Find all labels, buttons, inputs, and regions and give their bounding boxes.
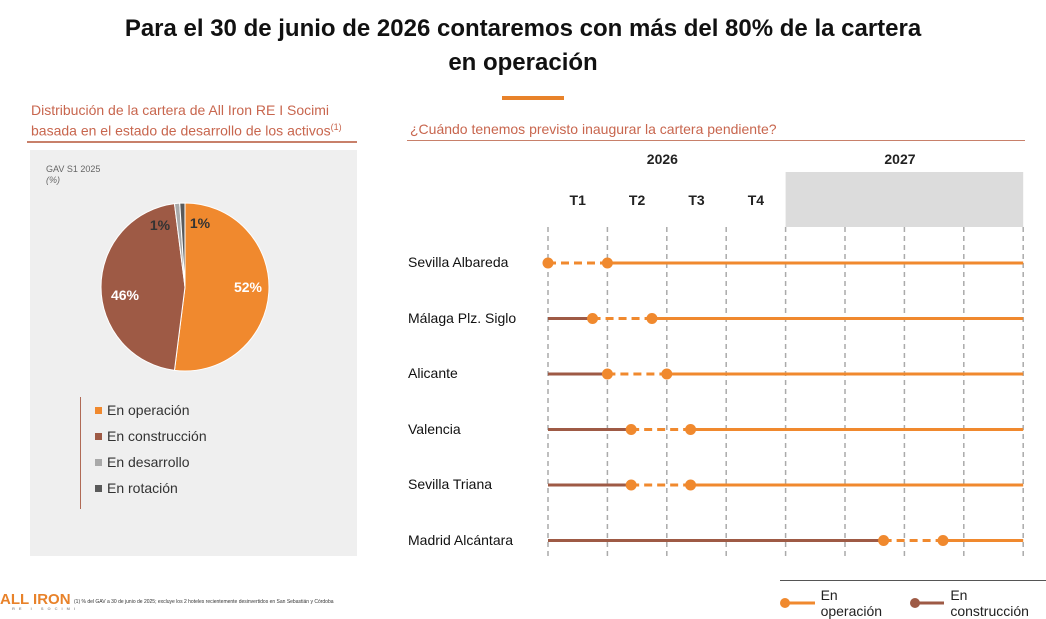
legend-item: En construcción <box>95 423 207 449</box>
timeline-heading: ¿Cuándo tenemos previsto inaugurar la ca… <box>410 121 777 137</box>
construction-end-marker <box>601 368 613 380</box>
operation-line-icon <box>780 598 815 608</box>
asset-label: Madrid Alcántara <box>408 531 514 548</box>
quarter-header: T4 <box>747 191 765 208</box>
operation-start-marker <box>937 535 949 546</box>
construction-end-marker <box>625 424 637 435</box>
legend-swatch <box>95 432 102 440</box>
pie-slice-0 <box>173 202 270 372</box>
legend-label: En construcción <box>107 428 207 444</box>
footnote-ref: (1) <box>330 122 342 132</box>
title-underline <box>502 96 564 100</box>
legend-swatch <box>95 458 102 466</box>
operation-start-marker <box>685 479 697 491</box>
pie-label-1: 46% <box>111 287 140 303</box>
pie-legend: En operación En construcción En desarrollo… <box>80 397 207 509</box>
gav-label: GAV S1 2025 (%) <box>46 164 100 186</box>
quarter-header: T1 <box>807 191 824 208</box>
quarter-header: T2 <box>628 191 646 208</box>
pie-slice-1 <box>100 203 186 371</box>
legend-label: En rotación <box>107 480 178 496</box>
quarter-header: T4 <box>985 191 1002 208</box>
page-title: Para el 30 de junio de 2026 contaremos c… <box>0 12 1046 80</box>
gav-title: GAV S1 2025 <box>46 164 101 174</box>
quarter-header: T3 <box>688 191 705 208</box>
construction-line-icon <box>909 598 945 608</box>
pie-heading: Distribución de la cartera de All Iron R… <box>31 102 342 140</box>
divider <box>407 140 1025 141</box>
pie-label-0: 52% <box>234 279 263 295</box>
quarter-header: T1 <box>569 191 586 208</box>
footnote: (1) % del GAV a 30 de junio de 2025; exc… <box>74 599 334 605</box>
operation-start-marker <box>685 424 697 435</box>
timeline-legend: En operación En construcción <box>780 580 1046 619</box>
operation-start-marker <box>646 313 658 324</box>
legend-construction-label: En construcción <box>950 587 1029 619</box>
year-header: 2026 <box>646 151 678 167</box>
gav-unit: (%) <box>46 175 60 185</box>
pie-panel: GAV S1 2025 (%) 52% 46% 1% 1% En operación En… <box>30 150 357 556</box>
pie-heading-line-1: Distribución de la cartera de All Iron R… <box>31 102 330 118</box>
construction-end-marker <box>587 313 599 324</box>
construction-end-marker <box>878 535 890 546</box>
pie-label-3: 1% <box>190 215 211 231</box>
legend-item: En operación <box>95 397 207 423</box>
legend-label: En desarrollo <box>107 454 190 470</box>
legend-operation: En operación <box>780 587 900 619</box>
asset-label: Alicante <box>408 365 458 381</box>
construction-end-marker <box>625 479 637 491</box>
pie-slice-3 <box>179 202 186 288</box>
pie-heading-line-2: basada en el estado de desarrollo de los… <box>31 122 331 139</box>
pie-chart: 52% 46% 1% 1% <box>100 202 270 372</box>
legend-item: En rotación <box>95 475 207 501</box>
asset-label: Málaga Plz. Siglo <box>408 309 517 326</box>
legend-item: En desarrollo <box>95 449 207 475</box>
pie-label-2: 1% <box>150 217 171 233</box>
logo-subtext: RE I SOCIMI <box>12 606 80 611</box>
title-line-1: Para el 30 de junio de 2026 contaremos c… <box>124 15 922 42</box>
legend-swatch <box>95 484 102 492</box>
all-iron-logo: ALL IRON RE I SOCIMI <box>0 591 79 611</box>
asset-label: Sevilla Albareda <box>408 254 509 270</box>
legend-construction: En construcción <box>909 587 1046 619</box>
year-header: 2027 <box>884 151 916 167</box>
construction-end-marker <box>542 257 554 269</box>
divider <box>27 141 357 143</box>
operation-start-marker <box>601 257 613 269</box>
logo-text: ALL IRON <box>0 591 71 608</box>
title-line-2: en operación <box>448 49 598 76</box>
asset-label: Sevilla Triana <box>408 476 493 492</box>
operation-start-marker <box>661 368 673 380</box>
quarter-header: T3 <box>925 191 943 208</box>
asset-label: Valencia <box>408 420 461 437</box>
legend-swatch <box>95 406 102 414</box>
quarter-header: T2 <box>866 191 883 208</box>
legend-label: En operación <box>107 402 190 418</box>
legend-operation-label: En operación <box>820 587 883 619</box>
